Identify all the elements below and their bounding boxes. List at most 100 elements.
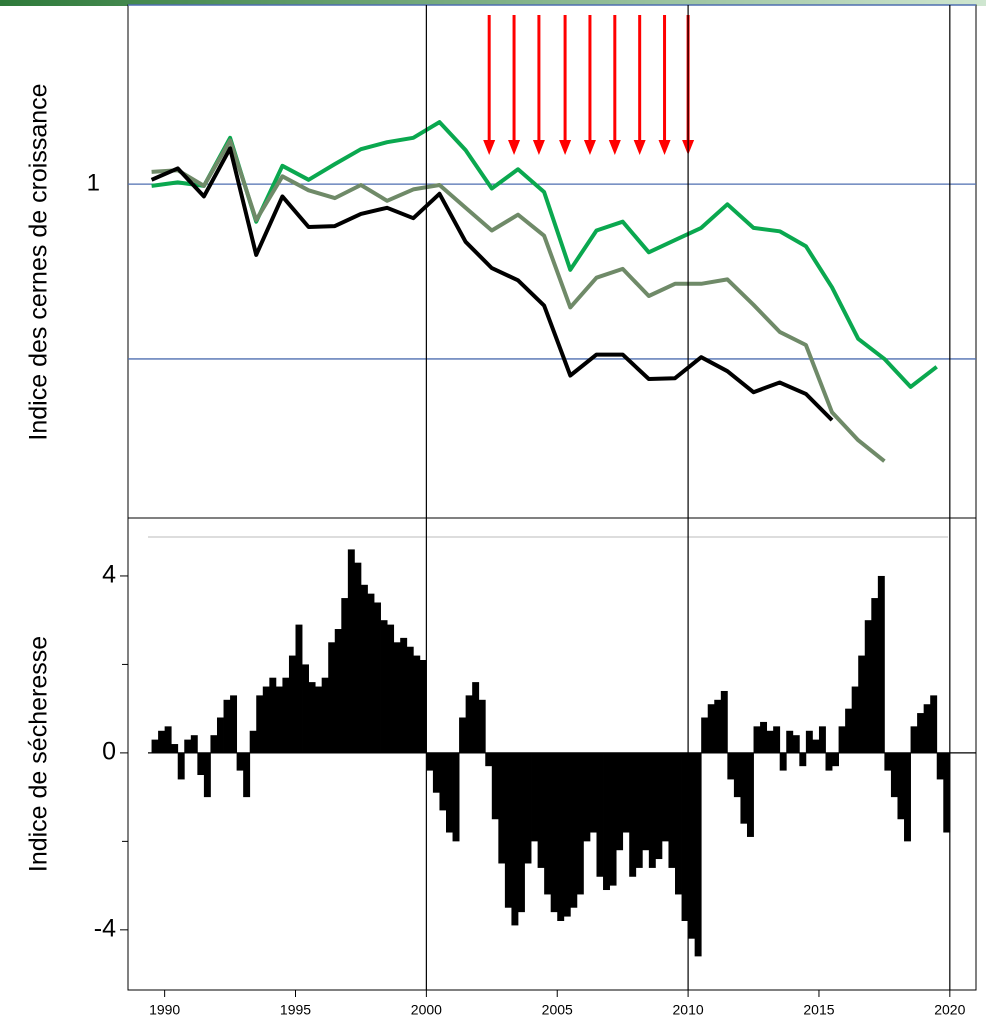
bar xyxy=(524,752,532,864)
bar xyxy=(537,752,545,868)
bar xyxy=(799,752,807,767)
bar xyxy=(491,752,499,820)
bar xyxy=(485,752,493,767)
bar xyxy=(890,752,898,798)
bar xyxy=(341,598,349,753)
bar xyxy=(354,562,362,753)
bar xyxy=(760,721,768,753)
bar xyxy=(262,686,270,753)
bar xyxy=(688,752,696,939)
bar xyxy=(269,677,277,753)
bar xyxy=(210,735,218,753)
bar xyxy=(746,752,754,837)
x-tick-label: 1995 xyxy=(280,1002,311,1018)
x-tick-label: 2015 xyxy=(803,1002,834,1018)
y-tick-label: 1 xyxy=(87,170,100,197)
bar xyxy=(923,704,931,753)
bar xyxy=(714,699,722,753)
arrow xyxy=(633,15,646,155)
bar xyxy=(459,717,467,753)
bar xyxy=(766,730,774,753)
bar xyxy=(727,752,735,780)
bar xyxy=(367,593,375,753)
arrow xyxy=(483,15,496,155)
x-tick-label: 2000 xyxy=(411,1002,442,1018)
bar xyxy=(472,682,480,753)
bar xyxy=(609,752,617,886)
arrow xyxy=(608,15,621,155)
series-line xyxy=(151,138,886,463)
bar xyxy=(655,752,663,860)
bar xyxy=(910,726,918,753)
bar xyxy=(648,752,656,868)
bar xyxy=(360,584,368,753)
bar xyxy=(642,752,650,851)
bar xyxy=(544,752,552,895)
bar xyxy=(256,695,264,753)
bar xyxy=(818,726,826,753)
bar xyxy=(282,677,290,753)
bar xyxy=(380,620,388,753)
bar xyxy=(511,752,519,926)
bar xyxy=(720,690,728,753)
bar xyxy=(563,752,571,917)
arrow xyxy=(532,15,545,155)
bar xyxy=(295,624,303,753)
x-tick-label: 2005 xyxy=(542,1002,573,1018)
bar xyxy=(275,686,283,753)
y-axis-label: Indice des cernes de croissance xyxy=(25,83,53,440)
bar xyxy=(603,752,610,891)
bar xyxy=(675,752,682,895)
arrow xyxy=(658,15,671,155)
y-axis-label: Indice de sécheresse xyxy=(25,636,53,872)
bar xyxy=(177,752,185,780)
bar xyxy=(230,695,238,753)
arrow xyxy=(583,15,596,155)
bar xyxy=(413,655,421,753)
x-tick-label: 2020 xyxy=(934,1002,965,1018)
bar xyxy=(904,752,911,842)
bar xyxy=(216,717,224,753)
bar xyxy=(786,730,794,753)
bar xyxy=(315,686,323,753)
bar xyxy=(622,752,630,833)
bar xyxy=(825,752,833,771)
bar xyxy=(635,752,643,868)
bar xyxy=(321,677,329,753)
series-line xyxy=(151,120,938,389)
bar xyxy=(936,752,944,780)
bar xyxy=(832,752,839,767)
bar xyxy=(406,646,414,753)
x-tick-label: 1990 xyxy=(149,1002,180,1018)
bar xyxy=(531,752,539,842)
bar xyxy=(583,752,591,842)
bar xyxy=(223,699,231,753)
bar xyxy=(184,739,192,753)
bar xyxy=(897,752,905,820)
bar xyxy=(707,704,715,753)
bar xyxy=(426,752,434,771)
bar xyxy=(446,752,453,833)
bar xyxy=(557,752,565,921)
bar xyxy=(871,598,879,753)
bar xyxy=(596,752,604,877)
bar xyxy=(236,752,244,771)
bar xyxy=(439,752,447,811)
bar xyxy=(917,713,925,753)
bar xyxy=(753,726,761,753)
bar xyxy=(249,730,257,753)
bar xyxy=(740,752,748,824)
bottom-panel-frame xyxy=(127,517,977,991)
bar xyxy=(550,752,558,913)
bar xyxy=(877,575,885,753)
bar xyxy=(864,620,872,753)
bar xyxy=(668,752,676,868)
bar xyxy=(504,752,512,908)
bar xyxy=(197,752,205,776)
bar xyxy=(576,752,584,895)
bar xyxy=(498,752,506,864)
bar xyxy=(851,686,859,753)
bar xyxy=(334,629,342,753)
bar xyxy=(570,752,578,908)
